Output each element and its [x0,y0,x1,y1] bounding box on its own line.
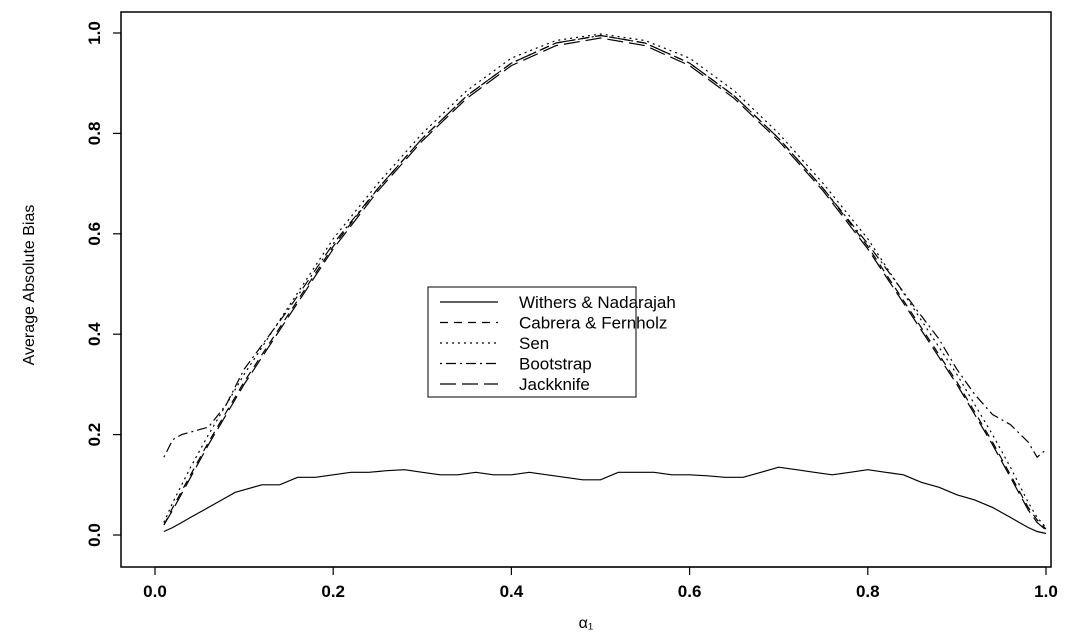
y-axis-title: Average Absolute Bias [21,205,38,366]
x-axis-title: α₁ [579,615,594,632]
x-axis: 0.0 0.2 0.4 0.6 0.8 1.0 [143,566,1058,601]
x-tick-label: 0.8 [856,582,880,601]
legend-label-3: Bootstrap [519,355,592,374]
legend-label-1: Cabrera & Fernholz [519,314,667,333]
series-line-1 [163,34,1047,530]
y-tick-label: 0.8 [85,122,104,146]
series-line-0 [163,466,1047,535]
x-tick-label: 0.0 [143,582,167,601]
series-line-3 [163,34,1047,459]
y-tick-label: 1.0 [85,21,104,45]
legend-label-4: Jackknife [519,375,590,394]
y-tick-label: 0.4 [85,322,104,346]
y-tick-label: 0.6 [85,222,104,246]
series-layer [163,33,1047,535]
series-line-2 [163,33,1047,528]
y-tick-label: 0.0 [85,523,104,547]
x-tick-label: 0.2 [321,582,345,601]
legend-label-2: Sen [519,334,549,353]
series-line-4 [163,37,1047,531]
x-tick-label: 0.6 [678,582,702,601]
legend-box [427,286,637,398]
legend: Withers & Nadarajah Cabrera & FernholzSen… [427,286,676,398]
y-tick-label: 0.2 [85,423,104,447]
y-axis: 0.0 0.2 0.4 0.6 0.8 1.0 [85,21,122,547]
legend-label-0: Withers & Nadarajah [519,293,676,312]
x-tick-label: 0.4 [500,582,524,601]
x-tick-label: 1.0 [1034,582,1058,601]
